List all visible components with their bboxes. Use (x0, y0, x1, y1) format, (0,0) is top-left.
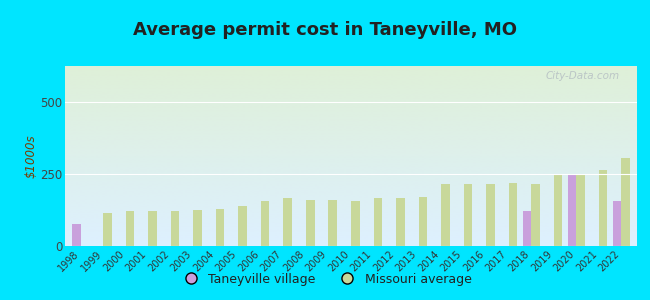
Y-axis label: $1000s: $1000s (24, 134, 37, 178)
Bar (261, 201, 270, 246)
Bar (126, 212, 135, 246)
Bar (351, 201, 359, 246)
Bar (486, 184, 495, 246)
Bar (193, 210, 202, 246)
Text: Average permit cost in Taneyville, MO: Average permit cost in Taneyville, MO (133, 21, 517, 39)
Bar (328, 200, 337, 246)
Bar (72, 224, 81, 246)
Bar (531, 184, 540, 246)
Bar (621, 158, 630, 246)
Bar (509, 183, 517, 246)
Bar (613, 201, 621, 246)
Bar (396, 199, 404, 246)
Bar (441, 184, 450, 246)
Bar (554, 176, 562, 246)
Bar (463, 184, 472, 246)
Text: City-Data.com: City-Data.com (546, 71, 620, 81)
Bar (374, 199, 382, 246)
Bar (576, 176, 585, 246)
Bar (567, 176, 576, 246)
Bar (283, 199, 292, 246)
Bar (306, 200, 315, 246)
Bar (419, 197, 427, 246)
Bar (148, 212, 157, 246)
Bar (599, 170, 607, 246)
Bar (523, 212, 531, 246)
Legend: Taneyville village, Missouri average: Taneyville village, Missouri average (174, 268, 476, 291)
Bar (103, 213, 112, 246)
Bar (239, 206, 247, 246)
Bar (216, 208, 224, 246)
Bar (171, 212, 179, 246)
